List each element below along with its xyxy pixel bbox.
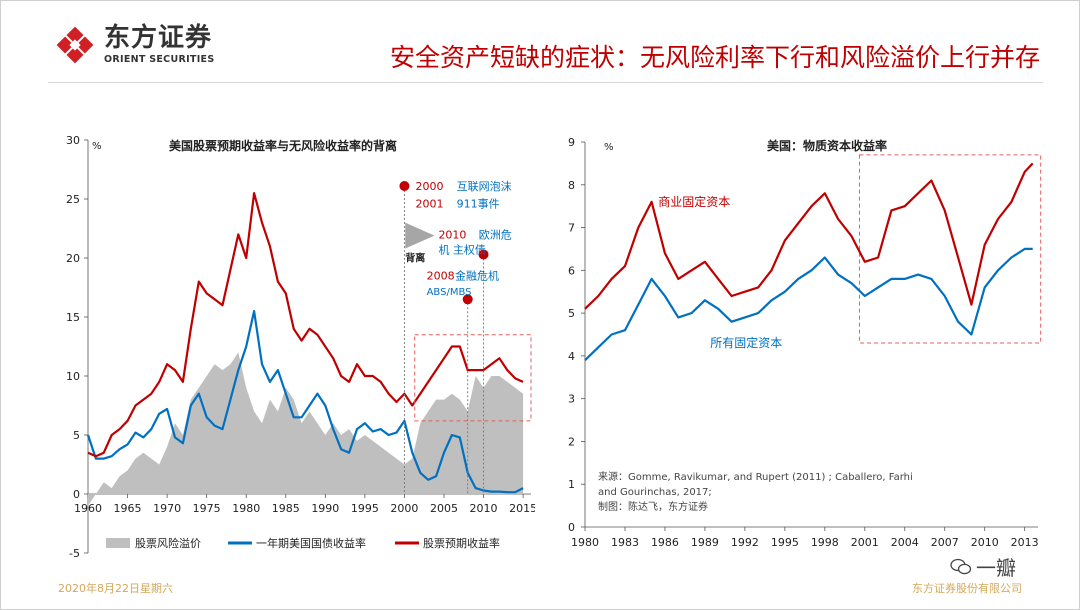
source-note-line: 来源：Gomme, Ravikumar, and Rupert (2011) ;… [598,470,913,483]
x-tick-label: 1995 [351,502,379,515]
y-tick-label: 20 [66,252,80,265]
y-tick-label: 7 [568,222,575,235]
wechat-watermark: 一瓣 [950,552,1016,581]
chart-title: 美国股票预期收益率与无风险收益率的背离 [169,138,397,153]
annotation-text: 互联网泡沫 [457,179,512,193]
header-divider [48,82,1043,83]
x-tick-label: 2005 [430,502,458,515]
orient-logo-icon [56,26,94,64]
source-note-line: and Gourinchas, 2017; [598,487,712,498]
x-tick-label: 2010 [971,536,999,549]
x-tick-label: 2013 [1011,536,1039,549]
series-label-all: 所有固定资本 [710,335,782,350]
x-tick-label: 2004 [891,536,919,549]
y-tick-label: -5 [69,547,80,560]
y-tick-label: 0 [73,488,80,501]
series-line-business-fixed-capital [584,162,1034,310]
logo-name-cn: 东方证券 [104,23,213,54]
annotation-text: 机 主权债 [438,243,486,257]
y-tick-label: 0 [568,521,575,534]
annotation-year: 2010 [438,228,466,241]
footer-date: 2020年8月22日星期六 [58,582,173,595]
brand-logo: 东方证券 ORIENT SECURITIES [52,22,214,68]
y-tick-label: 10 [66,370,80,383]
logo-name-en: ORIENT SECURITIES [104,54,215,66]
x-tick-label: 2015 [509,502,535,515]
y-tick-label: 8 [568,179,575,192]
event-marker [399,181,410,192]
annotation-year: 2008 [427,270,455,283]
series-label-business: 商业固定资本 [658,194,730,209]
series-line-all-fixed-capital [584,247,1033,361]
y-axis-unit: % [92,141,102,152]
x-tick-label: 2001 [851,536,879,549]
x-tick-label: 1980 [571,536,599,549]
series-line-expected-equity-return [87,191,524,458]
y-tick-label: 25 [66,193,80,206]
x-tick-label: 1990 [311,502,339,515]
x-tick-label: 1980 [232,502,260,515]
annotation-text: 欧洲危 [479,228,512,241]
legend-label: 股票预期收益率 [423,536,500,550]
y-tick-label: 30 [66,134,80,147]
y-tick-label: 9 [568,136,575,149]
x-tick-label: 1992 [731,536,759,549]
annotation-text: 911事件 [457,198,500,211]
footer-brand: 东方证券股份有限公司 [912,582,1022,595]
y-tick-label: 15 [66,311,80,324]
page-title: 安全资产短缺的症状：无风险利率下行和风险溢价上行并存 [389,43,1040,72]
y-tick-label: 3 [568,393,575,406]
y-tick-label: 6 [568,264,575,277]
chart-title: 美国：物质资本收益率 [767,138,887,153]
x-tick-label: 2010 [470,502,498,515]
source-note-line: 制图：陈达飞，东方证券 [598,500,708,513]
x-tick-label: 1985 [272,502,300,515]
legend-label: 股票风险溢价 [135,536,201,550]
y-axis-unit: % [604,142,614,153]
y-tick-label: 5 [73,429,80,442]
annotation-text: 金融危机 [455,269,499,283]
x-tick-label: 1983 [611,536,639,549]
x-tick-label: 2000 [390,502,418,515]
x-tick-label: 1960 [74,502,102,515]
event-marker [478,249,489,260]
chart-capital-returns: 美国：物质资本收益率% 0 1 2 3 4 5 6 7 8 9 1980 1983 1986 1989 199… [568,136,1042,549]
chart-equity-vs-riskfree: 美国股票预期收益率与无风险收益率的背离% -5 0 5 10 15 20 25 30 1960 19… [66,134,535,560]
x-tick-label: 1975 [193,502,221,515]
y-tick-label: 1 [568,478,575,491]
series-line-treasury-yield [86,310,524,494]
x-tick-label: 1986 [651,536,679,549]
watermark-text: 一瓣 [976,556,1016,580]
divergence-label: 背离 [405,252,425,265]
highlight-box [858,154,1042,344]
x-tick-label: 1995 [771,536,799,549]
annotation-year: 2000 [416,180,444,193]
x-tick-label: 2007 [931,536,959,549]
legend-label: 一年期美国国债收益率 [256,536,366,550]
wechat-icon [950,558,972,574]
y-tick-label: 4 [568,350,575,363]
x-tick-label: 1965 [114,502,142,515]
y-tick-label: 5 [568,307,575,320]
series-area-equity-risk-premium [88,352,524,506]
annotation-text: ABS/MBS [427,287,472,298]
event-marker [462,294,473,305]
highlight-box [414,334,532,422]
divergence-arrow [405,222,435,249]
y-tick-label: 2 [568,435,575,448]
annotation-year: 2001 [416,198,444,211]
legend-swatch-risk-premium [106,538,130,548]
x-tick-label: 1970 [153,502,181,515]
x-tick-label: 1989 [691,536,719,549]
x-tick-label: 1998 [811,536,839,549]
